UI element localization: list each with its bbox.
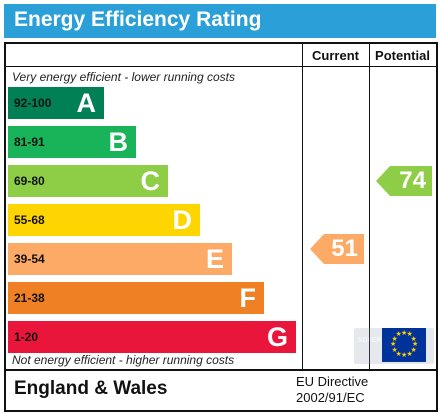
eu-star-icon: ★ — [412, 341, 419, 348]
band-letter: G — [266, 322, 288, 352]
potential-rating-value: 74 — [399, 167, 426, 194]
eu-directive: EU Directive 2002/91/EC — [296, 374, 368, 406]
band-letter: C — [140, 166, 161, 196]
title-bar: Energy Efficiency Rating — [4, 4, 436, 38]
band-d: 55-68 D — [8, 204, 200, 236]
band-range: 92-100 — [14, 96, 52, 110]
band-letter: A — [76, 88, 97, 118]
footer-divider — [6, 369, 436, 371]
eu-star-icon: ★ — [391, 335, 398, 343]
band-letter: E — [205, 244, 224, 274]
eu-star-icon: ★ — [410, 346, 417, 354]
band-letter: D — [172, 205, 193, 235]
band-range: 21-38 — [14, 291, 45, 305]
band-letter: B — [108, 127, 129, 157]
band-range: 69-80 — [14, 174, 45, 188]
band-g: 1-20 G — [8, 321, 296, 353]
column-divider — [369, 44, 370, 369]
eu-flag-icon: ★ ★ ★ ★ ★ ★ ★ ★ ★ ★ ★ ★ — [382, 328, 426, 362]
current-rating-arrow: 51 — [310, 234, 364, 264]
eu-star-icon: ★ — [401, 352, 408, 359]
eu-star-icon: ★ — [395, 350, 402, 358]
band-b: 81-91 B — [8, 126, 136, 158]
header-divider — [6, 66, 436, 67]
band-range: 55-68 — [14, 213, 45, 227]
eu-star-icon: ★ — [406, 350, 413, 358]
bottom-caption: Not energy efficient - higher running co… — [12, 353, 235, 367]
potential-rating-arrow: 74 — [376, 166, 432, 196]
region-label: England & Wales — [14, 378, 168, 399]
current-rating-value: 51 — [331, 235, 358, 262]
directive-line-1: EU Directive — [296, 374, 369, 389]
page-title: Energy Efficiency Rating — [14, 8, 262, 31]
eu-star-icon: ★ — [401, 330, 408, 337]
band-range: 1-20 — [14, 330, 39, 344]
eu-star-icon: ★ — [391, 346, 398, 354]
column-divider — [302, 44, 303, 369]
column-header-current: Current — [312, 48, 359, 63]
band-f: 21-38 F — [8, 282, 264, 314]
column-header-potential: Potential — [375, 48, 430, 63]
band-e: 39-54 E — [8, 243, 232, 275]
eu-star-icon: ★ — [410, 335, 417, 343]
eu-star-icon: ★ — [390, 341, 397, 348]
directive-line-2: 2002/91/EC — [296, 390, 365, 405]
eu-star-icon: ★ — [395, 331, 402, 339]
top-caption: Very energy efficient - lower running co… — [12, 70, 235, 84]
band-a: 92-100 A — [8, 87, 104, 119]
rating-table: Current Potential Very energy efficient … — [4, 42, 438, 412]
band-letter: F — [239, 283, 257, 313]
band-range: 39-54 — [14, 252, 45, 266]
band-c: 69-80 C — [8, 165, 168, 197]
band-range: 81-91 — [14, 135, 45, 149]
eu-star-icon: ★ — [406, 331, 413, 339]
